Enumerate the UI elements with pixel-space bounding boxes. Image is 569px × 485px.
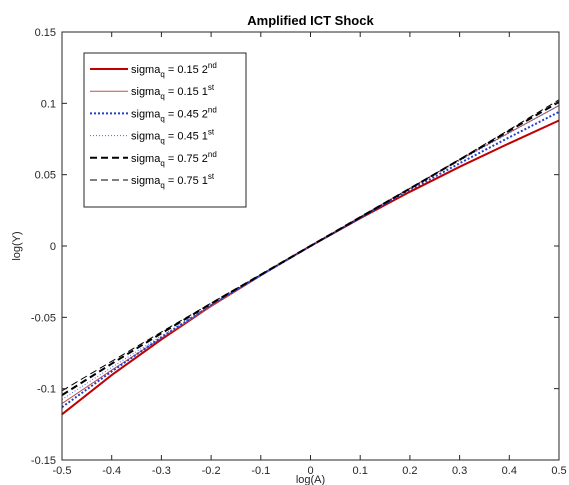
y-tick-label: 0.15	[35, 27, 56, 39]
legend-text-part: = 0.45 2	[165, 108, 208, 120]
x-axis-label: log(A)	[296, 474, 325, 485]
x-tick-label: 0.3	[452, 465, 467, 477]
legend-box	[83, 52, 247, 208]
legend-text-part: sigma	[131, 131, 161, 143]
x-tick-label: 0.2	[402, 465, 417, 477]
legend-text-part: q	[160, 92, 164, 101]
legend-text-part: nd	[208, 150, 217, 159]
legend-text-part: sigma	[131, 175, 161, 187]
legend-entry-4: sigmaq = 0.45 1st	[131, 128, 215, 146]
x-tick-label: -0.4	[102, 465, 121, 477]
y-tick-label: -0.1	[37, 384, 56, 396]
legend-entry-6: sigmaq = 0.75 1st	[131, 172, 215, 190]
legend-text-part: nd	[208, 61, 217, 70]
legend-text-part: = 0.15 2	[165, 64, 208, 76]
x-tick-label: 0	[307, 465, 313, 477]
tick-labels: -0.5 -0.4 -0.3 -0.2 -0.1 0 0.1 0.2 0.3 0.4 0.5 0.15…	[31, 27, 567, 477]
legend-text-part: sigma	[131, 108, 161, 120]
y-tick-label: 0	[50, 241, 56, 253]
legend-text-part: = 0.75 1	[165, 175, 208, 187]
legend-text-part: st	[208, 128, 215, 137]
legend-entry-1: sigmaq = 0.15 2nd	[131, 61, 217, 79]
x-tick-label: 0.4	[502, 465, 517, 477]
legend-text-part: = 0.75 2	[165, 153, 208, 165]
x-tick-label: 0.1	[353, 465, 368, 477]
legend-text-part: q	[160, 181, 164, 190]
legend-text-part: nd	[208, 105, 217, 114]
legend-text-part: q	[160, 114, 164, 123]
legend-text-part: q	[160, 159, 164, 168]
legend-text-part: st	[208, 83, 215, 92]
legend-entry-3: sigmaq = 0.45 2nd	[131, 105, 217, 123]
x-tick-label: 0.5	[551, 465, 566, 477]
y-axis-label: log(Y)	[11, 231, 23, 260]
legend-text-part: = 0.15 1	[165, 86, 208, 98]
legend-entry-2: sigmaq = 0.15 1st	[131, 83, 215, 101]
x-tick-label: -0.5	[53, 465, 72, 477]
legend-text-part: q	[160, 137, 164, 146]
y-tick-label: 0.1	[41, 98, 56, 110]
x-tick-label: -0.1	[251, 465, 270, 477]
series-line-6	[61, 99, 560, 392]
axes	[61, 31, 560, 461]
series-layer	[61, 99, 560, 416]
legend-text-part: = 0.45 1	[165, 131, 208, 143]
x-tick-label: -0.2	[202, 465, 221, 477]
legend-text-part: q	[160, 70, 164, 79]
legend-text-part: sigma	[131, 86, 161, 98]
chart-title: Amplified ICT Shock	[247, 13, 374, 28]
legend-text-part: sigma	[131, 153, 161, 165]
y-tick-label: 0.05	[35, 170, 56, 182]
y-tick-label: -0.05	[31, 312, 56, 324]
y-tick-label: -0.15	[31, 455, 56, 467]
x-tick-label: -0.3	[152, 465, 171, 477]
legend-text-part: st	[208, 172, 215, 181]
legend-text-part: sigma	[131, 64, 161, 76]
legend-entry-5: sigmaq = 0.75 2nd	[131, 150, 217, 168]
